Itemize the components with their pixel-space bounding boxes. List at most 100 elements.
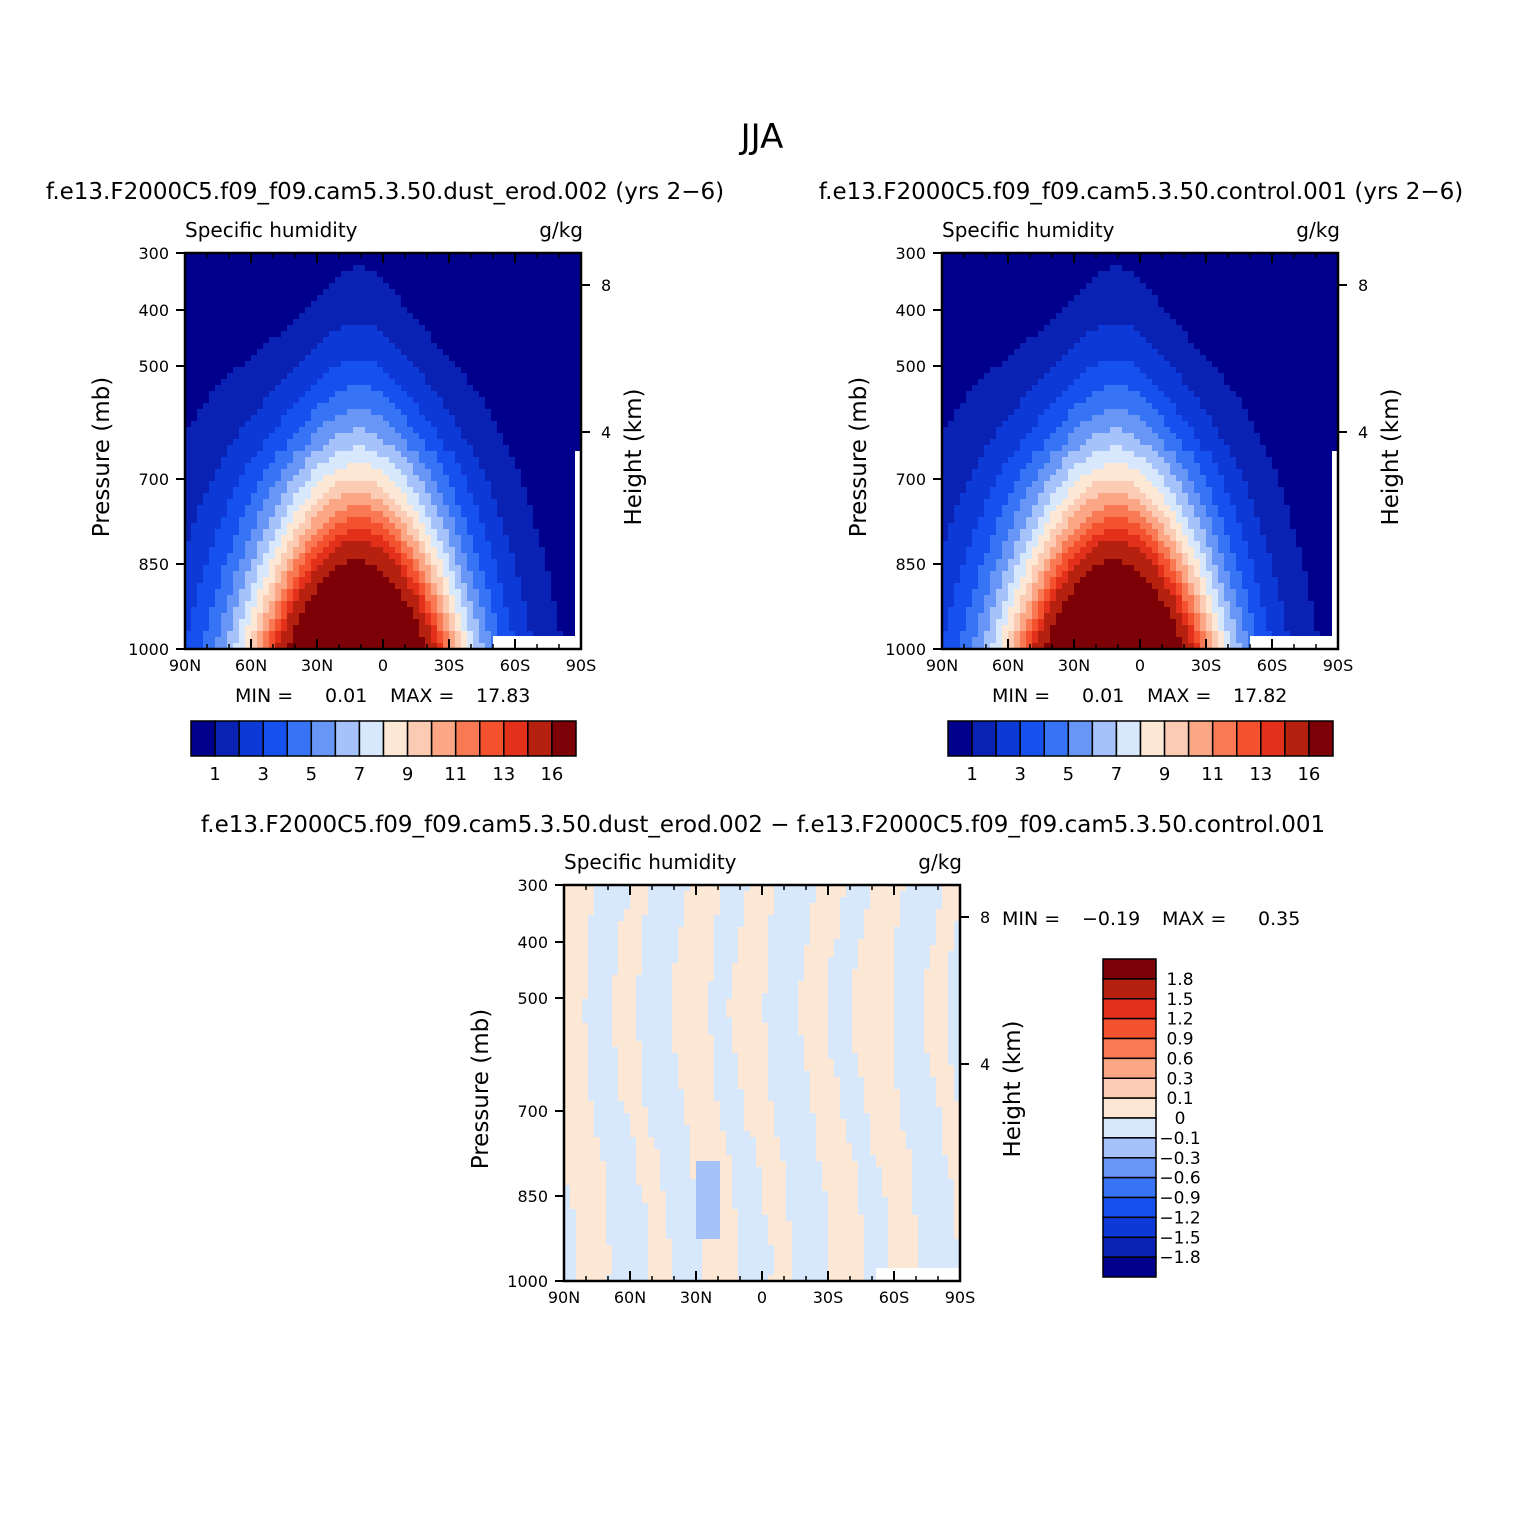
contour-cell (503, 439, 510, 446)
contour-cell (365, 301, 372, 308)
contour-cell (990, 271, 997, 278)
contour-cell (389, 505, 396, 512)
contour-cell (575, 259, 582, 266)
contour-cell (413, 637, 420, 644)
contour-cell (557, 421, 564, 428)
contour-cell (221, 577, 228, 584)
contour-cell (407, 607, 414, 614)
contour-cell (569, 565, 576, 572)
contour-cell (263, 451, 270, 458)
contour-cell (485, 505, 492, 512)
contour-cell (1026, 277, 1033, 284)
contour-cell (281, 295, 288, 302)
contour-cell (503, 541, 510, 548)
contour-cell (485, 307, 492, 314)
contour-cell (323, 385, 330, 392)
contour-cell (419, 469, 426, 476)
contour-cell (557, 601, 564, 608)
contour-cell (551, 289, 558, 296)
contour-cell (191, 475, 198, 482)
contour-cell (1272, 259, 1279, 266)
contour-cell (281, 265, 288, 272)
contour-cell (515, 601, 522, 608)
contour-cell (341, 361, 348, 368)
contour-cell (545, 259, 552, 266)
contour-cell (377, 379, 384, 386)
contour-cell (1224, 283, 1231, 290)
contour-cell (1116, 265, 1123, 272)
contour-cell (329, 529, 336, 536)
contour-cell (389, 337, 396, 344)
contour-cell (281, 427, 288, 434)
contour-cell (365, 565, 372, 572)
contour-cell (221, 331, 228, 338)
contour-cell (215, 463, 222, 470)
contour-cell (545, 433, 552, 440)
contour-cell (539, 409, 546, 416)
contour-cell (293, 319, 300, 326)
contour-cell (563, 367, 570, 374)
contour-cell (437, 307, 444, 314)
contour-cell (269, 403, 276, 410)
contour-cell (395, 631, 402, 638)
contour-cell (191, 391, 198, 398)
contour-cell (455, 505, 462, 512)
contour-cell (1164, 265, 1171, 272)
contour-cell (443, 325, 450, 332)
contour-cell (287, 523, 294, 530)
contour-cell (245, 475, 252, 482)
contour-cell (449, 301, 456, 308)
contour-cell (497, 433, 504, 440)
contour-cell (984, 265, 991, 272)
contour-cell (431, 505, 438, 512)
contour-cell (497, 619, 504, 626)
contour-cell (353, 331, 360, 338)
contour-cell (545, 499, 552, 506)
contour-cell (215, 559, 222, 566)
contour-cell (239, 565, 246, 572)
contour-cell (233, 451, 240, 458)
contour-cell (365, 319, 372, 326)
contour-cell (545, 493, 552, 500)
contour-cell (299, 499, 306, 506)
contour-cell (545, 325, 552, 332)
contour-cell (251, 493, 258, 500)
contour-cell (389, 565, 396, 572)
contour-cell (353, 553, 360, 560)
contour-cell (227, 511, 234, 518)
contour-cell (431, 607, 438, 614)
y-tick-label: 500 (138, 357, 169, 376)
contour-cell (269, 271, 276, 278)
contour-cell (533, 631, 540, 638)
contour-cell (539, 523, 546, 530)
contour-cell (215, 613, 222, 620)
contour-cell (389, 451, 396, 458)
contour-cell (527, 487, 534, 494)
contour-cell (383, 541, 390, 548)
contour-cell (960, 283, 967, 290)
contour-cell (533, 469, 540, 476)
contour-cell (203, 487, 210, 494)
contour-cell (287, 499, 294, 506)
contour-cell (413, 265, 420, 272)
contour-cell (395, 499, 402, 506)
contour-cell (479, 529, 486, 536)
contour-cell (281, 577, 288, 584)
contour-cell (539, 379, 546, 386)
contour-cell (269, 613, 276, 620)
contour-cell (527, 301, 534, 308)
contour-cell (293, 517, 300, 524)
contour-cell (389, 511, 396, 518)
contour-cell (353, 277, 360, 284)
contour-cell (299, 619, 306, 626)
contour-cell (479, 433, 486, 440)
contour-cell (269, 565, 276, 572)
contour-cell (371, 295, 378, 302)
contour-cell (539, 283, 546, 290)
contour-cell (990, 259, 997, 266)
contour-cell (257, 253, 264, 260)
contour-cell (425, 481, 432, 488)
contour-cell (503, 457, 510, 464)
contour-cell (473, 337, 480, 344)
contour-cell (317, 265, 324, 272)
